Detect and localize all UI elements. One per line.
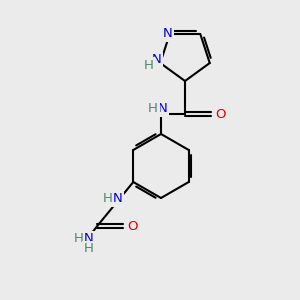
Text: H: H — [83, 242, 93, 256]
Text: N: N — [163, 28, 172, 40]
Text: N: N — [112, 193, 122, 206]
Text: H: H — [102, 193, 112, 206]
Text: N: N — [83, 232, 93, 245]
Text: N: N — [158, 103, 168, 116]
Text: H: H — [73, 232, 83, 245]
Text: H: H — [148, 103, 158, 116]
Text: O: O — [127, 220, 137, 232]
Text: O: O — [215, 107, 225, 121]
Text: N: N — [152, 52, 161, 65]
Text: H: H — [143, 58, 153, 71]
